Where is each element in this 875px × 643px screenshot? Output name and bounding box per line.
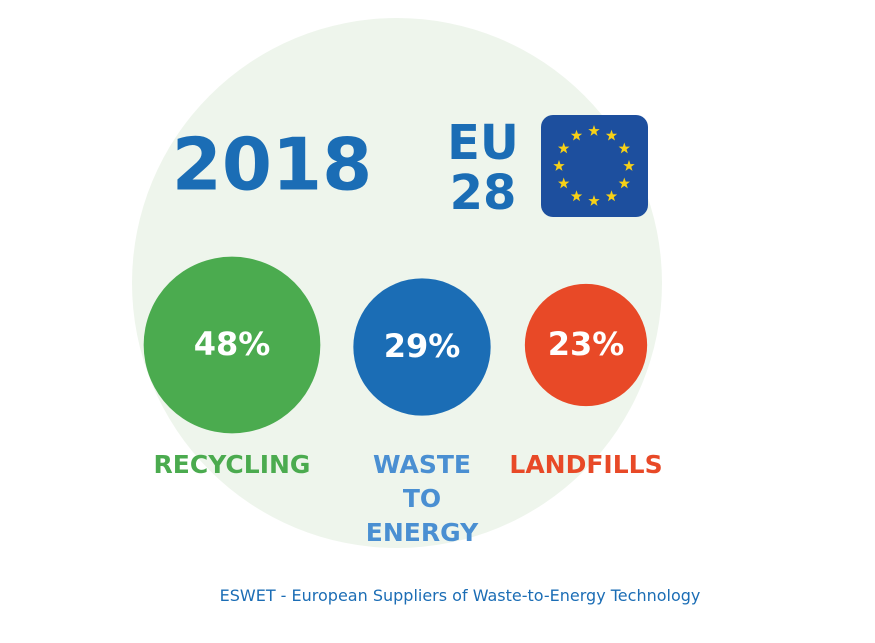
flag-star — [605, 129, 618, 141]
flag-star — [558, 142, 570, 154]
category-label: RECYCLING — [153, 450, 311, 479]
eu-flag — [541, 115, 648, 217]
flag-star — [558, 177, 570, 189]
chart-subtitle: EU 28 — [447, 115, 519, 221]
value-label: 23% — [548, 325, 625, 363]
category-label: WASTE TO ENERGY — [365, 450, 479, 547]
flag-star — [605, 190, 618, 202]
flag-star — [570, 129, 583, 141]
flag-stars — [553, 125, 635, 206]
flag-star — [588, 195, 600, 206]
flag-star — [588, 125, 600, 136]
flag-star — [570, 190, 583, 202]
flag-star — [618, 142, 630, 154]
value-label: 29% — [384, 327, 461, 365]
flag-star — [553, 160, 565, 171]
bubble — [524, 283, 648, 407]
bubble — [353, 278, 491, 416]
flag-star — [623, 160, 635, 171]
source-note: ESWET - European Suppliers of Waste-to-E… — [219, 586, 701, 605]
value-label: 48% — [194, 325, 271, 363]
chart-title: 2018 — [172, 123, 372, 207]
category-label: LANDFILLS — [509, 450, 663, 479]
bubble — [143, 256, 321, 434]
flag-star — [618, 177, 630, 189]
